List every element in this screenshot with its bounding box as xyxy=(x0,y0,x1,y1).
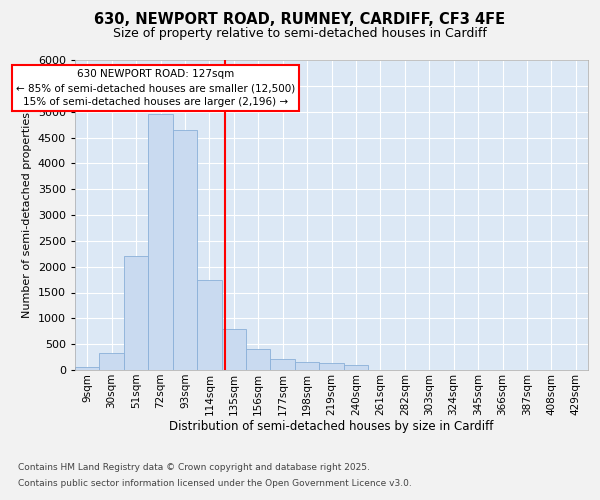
Text: Contains HM Land Registry data © Crown copyright and database right 2025.: Contains HM Land Registry data © Crown c… xyxy=(18,464,370,472)
Bar xyxy=(100,353,124,370)
Y-axis label: Number of semi-detached properties: Number of semi-detached properties xyxy=(22,112,32,318)
Text: 630 NEWPORT ROAD: 127sqm
← 85% of semi-detached houses are smaller (12,500)
15% : 630 NEWPORT ROAD: 127sqm ← 85% of semi-d… xyxy=(16,70,295,108)
Bar xyxy=(319,364,344,370)
Bar xyxy=(197,280,221,370)
Text: Size of property relative to semi-detached houses in Cardiff: Size of property relative to semi-detach… xyxy=(113,28,487,40)
Text: 630, NEWPORT ROAD, RUMNEY, CARDIFF, CF3 4FE: 630, NEWPORT ROAD, RUMNEY, CARDIFF, CF3 … xyxy=(94,12,506,28)
Bar xyxy=(75,368,100,370)
Text: Contains public sector information licensed under the Open Government Licence v3: Contains public sector information licen… xyxy=(18,478,412,488)
Bar xyxy=(124,256,148,370)
Bar xyxy=(173,130,197,370)
Bar xyxy=(221,328,246,370)
Bar xyxy=(148,114,173,370)
Bar xyxy=(271,358,295,370)
Bar xyxy=(295,362,319,370)
X-axis label: Distribution of semi-detached houses by size in Cardiff: Distribution of semi-detached houses by … xyxy=(169,420,494,434)
Bar xyxy=(344,365,368,370)
Bar xyxy=(246,350,271,370)
